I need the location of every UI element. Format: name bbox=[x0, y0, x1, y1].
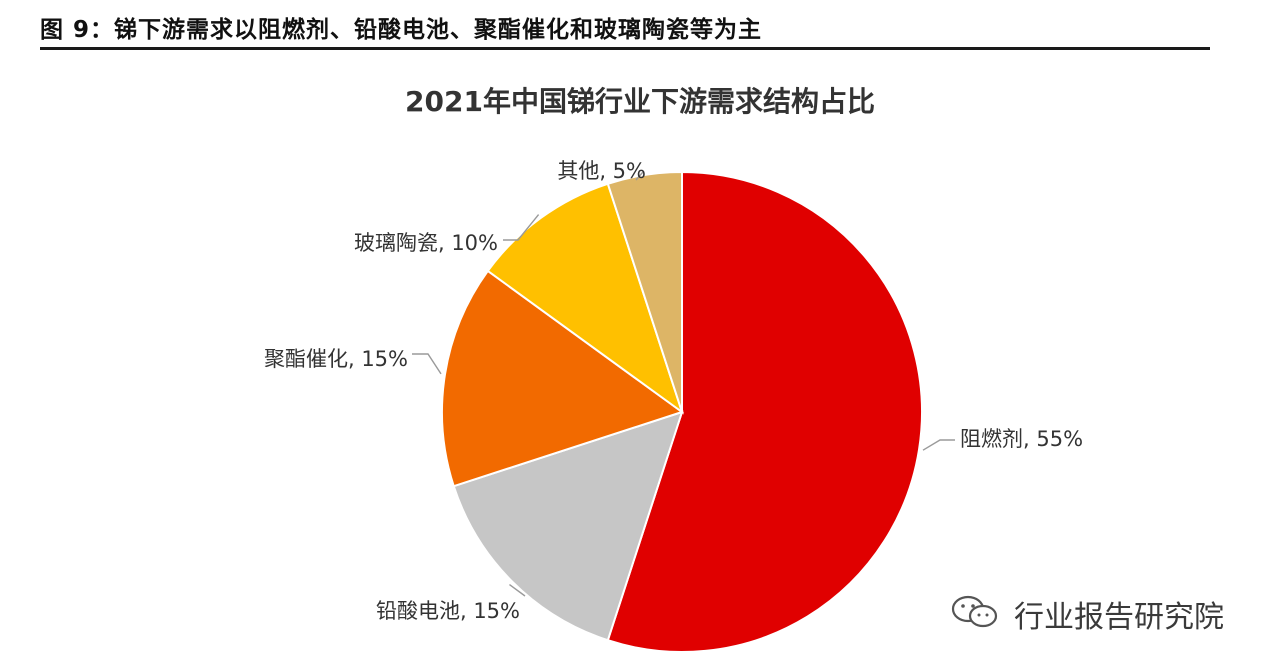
pie-slice-2 bbox=[452, 410, 684, 642]
pie-slice-3 bbox=[441, 269, 685, 488]
leader-line-3 bbox=[412, 353, 442, 375]
leader-line-1 bbox=[922, 439, 955, 451]
leader-line-4 bbox=[503, 214, 540, 241]
leader-line-5 bbox=[635, 170, 645, 181]
pie-slice-1 bbox=[606, 170, 923, 653]
slice-label-3: 聚酯催化, 15% bbox=[264, 347, 408, 371]
figure-caption: 图 9：锑下游需求以阻燃剂、铅酸电池、聚酯催化和玻璃陶瓷等为主 bbox=[40, 17, 763, 43]
slice-label-4: 玻璃陶瓷, 10% bbox=[354, 231, 498, 255]
pie-slice-5 bbox=[606, 170, 683, 413]
leader-lines bbox=[412, 170, 955, 597]
slice-labels: 阻燃剂, 55% 铅酸电池, 15% 聚酯催化, 15% 玻璃陶瓷, 10% 其他, 5… bbox=[264, 159, 1083, 623]
watermark-text: 行业报告研究院 bbox=[1014, 600, 1224, 635]
slice-label-5: 其他, 5% bbox=[557, 159, 646, 183]
chart-title: 2021年中国锑行业下游需求结构占比 bbox=[405, 85, 875, 118]
slice-label-1: 阻燃剂, 55% bbox=[960, 427, 1083, 451]
leader-line-2 bbox=[509, 583, 526, 597]
watermark: 行业报告研究院 bbox=[950, 588, 1250, 658]
wechat-icon bbox=[951, 595, 998, 628]
pie-slices bbox=[441, 170, 923, 653]
caption-divider bbox=[40, 47, 1210, 50]
pie-slice-4 bbox=[486, 182, 684, 415]
slice-label-2: 铅酸电池, 15% bbox=[376, 599, 520, 623]
